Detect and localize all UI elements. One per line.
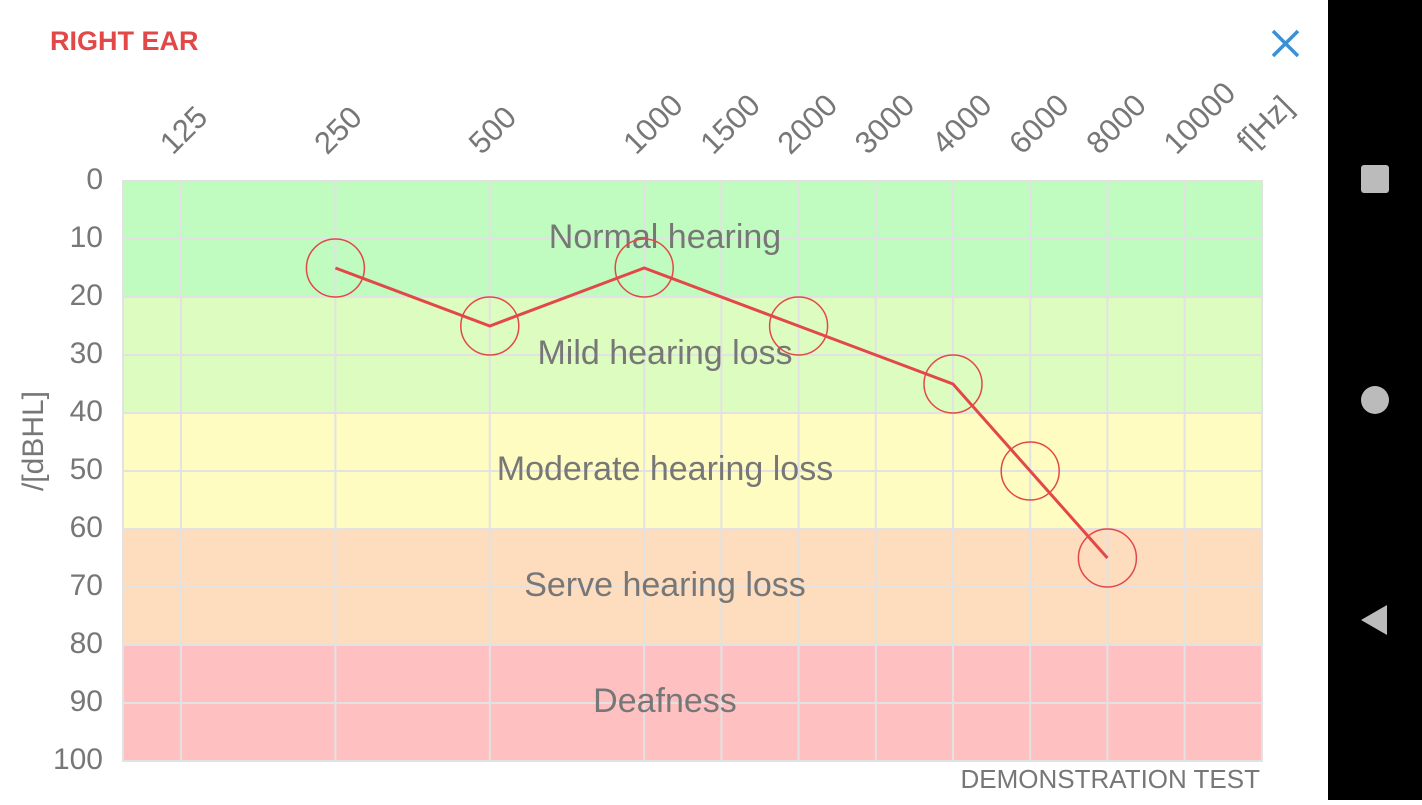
home-button[interactable] [1361, 386, 1389, 414]
x-tick-label: 6000 [1002, 87, 1076, 161]
zone-label: Serve hearing loss [524, 566, 806, 604]
y-tick-label: 60 [70, 511, 103, 544]
y-tick-label: 10 [70, 221, 103, 254]
hearing-point [923, 354, 983, 414]
ear-title: RIGHT EAR [50, 26, 199, 56]
zone-label: Moderate hearing loss [497, 450, 833, 488]
y-tick-label: 70 [70, 569, 103, 602]
y-tick-label: 80 [70, 627, 103, 660]
x-tick-label: 1500 [693, 87, 767, 161]
x-tick-label: 125 [153, 99, 214, 160]
back-button[interactable] [1361, 605, 1387, 635]
hearing-line [334, 266, 1109, 559]
y-tick-label: 30 [70, 337, 103, 370]
audiogram: 0 10 20 30 40 50 60 70 80 90 100 125 250 500 1000 1500 2… [17, 75, 1300, 776]
x-tick-label: 500 [462, 99, 523, 160]
y-axis-label: /[dBHL] [17, 391, 50, 491]
x-tick-label: 2000 [771, 87, 845, 161]
x-tick-label: 4000 [925, 87, 999, 161]
hearing-point [460, 296, 520, 356]
y-tick-label: 40 [70, 395, 103, 428]
hearing-point [1077, 528, 1138, 588]
close-button[interactable] [1271, 29, 1300, 58]
x-tick-label: 10000 [1157, 75, 1243, 161]
x-tick-label: 3000 [848, 87, 922, 161]
y-tick-label: 20 [70, 279, 103, 312]
y-tick-label: 90 [70, 685, 103, 718]
hearing-point [768, 296, 829, 356]
x-tick-label: 1000 [616, 87, 690, 161]
recents-button[interactable] [1361, 165, 1389, 193]
hearing-point [1000, 441, 1060, 501]
y-tick-label: 100 [53, 743, 103, 776]
y-tick-label: 50 [70, 453, 103, 486]
zone-label: Mild hearing loss [537, 334, 792, 372]
plot-frame [122, 180, 1263, 762]
footer-note: DEMONSTRATION TEST [961, 764, 1261, 794]
zone-label: Normal hearing [549, 218, 781, 256]
close-icon[interactable] [1271, 29, 1300, 58]
zone-label: Deafness [593, 682, 737, 720]
hearing-point [614, 238, 674, 298]
x-tick-label: 8000 [1079, 87, 1153, 161]
y-tick-label: 0 [86, 163, 103, 196]
hearing-point [305, 238, 366, 298]
x-tick-label: 250 [307, 99, 368, 160]
